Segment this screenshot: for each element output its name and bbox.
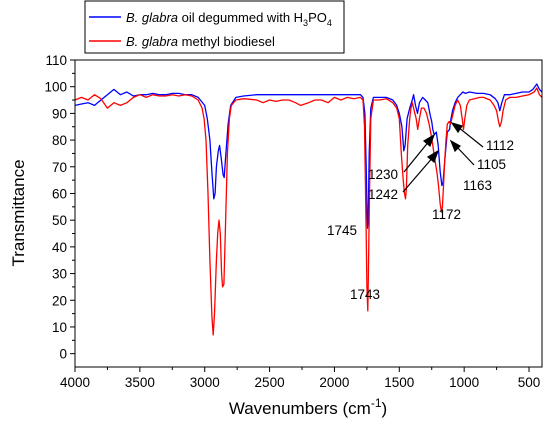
y-tick-label: 100 [44,80,67,95]
y-tick-label: 80 [52,133,67,148]
x-tick-label: 3500 [125,375,155,390]
y-axis-title: Transmittance [9,159,28,266]
legend-label-1: B. glabra oil degummed with H3PO4 [126,10,332,28]
arrow-1242 [402,155,435,193]
x-tick-label: 2000 [319,375,349,390]
x-tick-label: 2500 [255,375,285,390]
y-tick-label: 30 [52,267,67,282]
anno-1112: 1112 [486,138,514,153]
y-tick-label: 40 [52,240,67,255]
x-tick-label: 4000 [60,375,90,390]
y-tick-label: 10 [52,320,67,335]
arrow-1105-head [449,139,461,153]
series-line-1 [74,83,543,229]
y-tick-label: 90 [52,106,67,121]
legend-box [84,0,345,54]
plot-lines [74,83,543,336]
x-tick-label: 3000 [190,375,220,390]
arrow-1230-head [422,133,436,148]
x-tick-label: 500 [518,375,541,390]
arrow-1112-head [450,121,463,134]
x-tick-label: 1000 [449,375,479,390]
y-tick-label: 110 [45,53,67,68]
plot-frame [74,59,543,368]
anno-1743: 1743 [350,287,380,302]
legend-label-2: B. glabra methyl biodiesel [126,34,275,49]
x-axis-ticks: 4000 3500 3000 2500 2000 1500 1000 500 [60,367,540,390]
anno-1242: 1242 [368,187,398,202]
y-tick-label: 50 [52,213,67,228]
y-tick-label: 60 [52,186,67,201]
anno-1230: 1230 [368,167,398,182]
y-tick-label: 0 [59,347,67,362]
anno-1745: 1745 [327,223,357,238]
arrow-1230 [403,139,431,173]
arrow-1112 [457,126,484,148]
legend: B. glabra oil degummed with H3PO4 B. gla… [84,0,345,54]
series-line-2 [74,87,543,336]
anno-1105: 1105 [477,157,506,172]
y-tick-label: 20 [52,293,67,308]
y-tick-label: 70 [52,160,67,175]
anno-1163: 1163 [463,178,492,193]
y-axis-ticks: 0 10 20 30 40 50 60 70 80 90 100 110 [44,53,75,362]
annotation-arrows [402,121,484,193]
x-tick-label: 1500 [384,375,414,390]
arrow-1105 [455,145,475,166]
anno-1172: 1172 [432,207,461,222]
arrow-1242-head [426,149,440,164]
x-axis-title: Wavenumbers (cm-1) [229,396,387,418]
